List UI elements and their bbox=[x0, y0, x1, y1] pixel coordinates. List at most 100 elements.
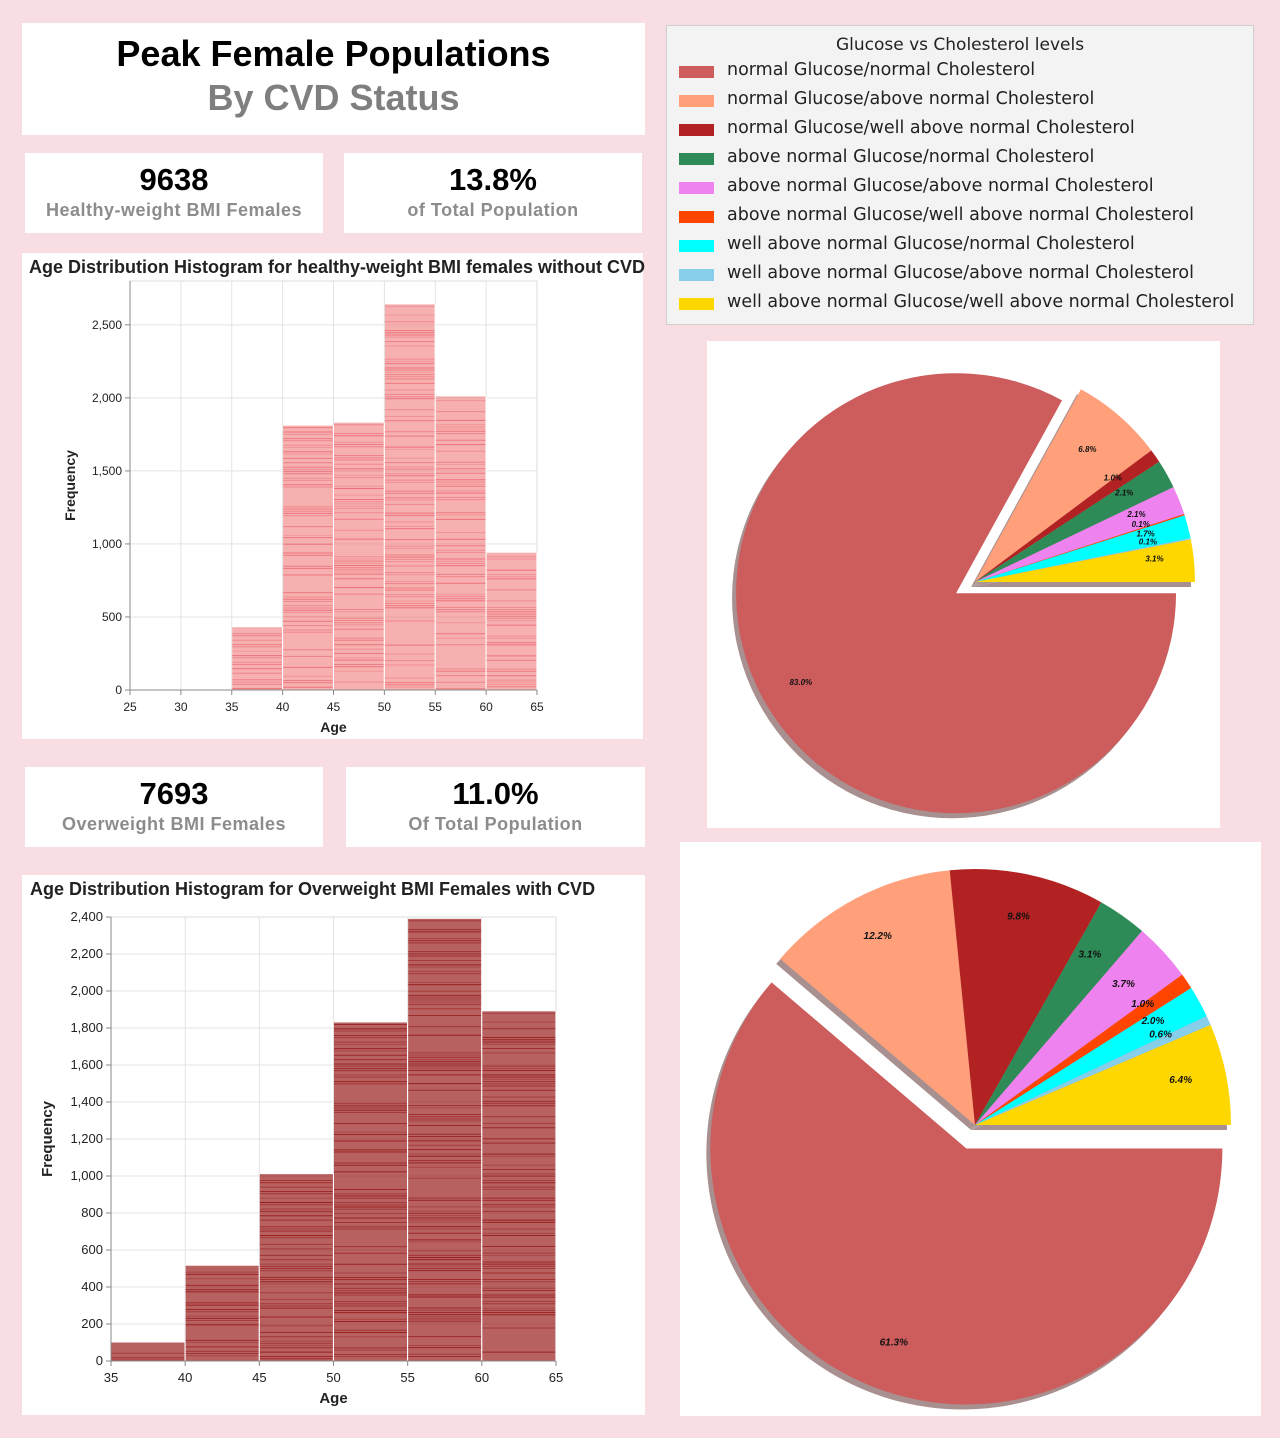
pie-slices bbox=[710, 869, 1231, 1405]
pie-value-label: 83.0% bbox=[789, 678, 812, 687]
legend-swatch bbox=[679, 211, 714, 223]
pie-value-label: 2.1% bbox=[1126, 510, 1145, 519]
x-axis-label: Age bbox=[320, 719, 347, 735]
kpi-label: of Total Population bbox=[407, 200, 579, 220]
histogram-bar bbox=[283, 425, 335, 690]
y-tick-label: 2,000 bbox=[92, 391, 122, 405]
kpi-label: Of Total Population bbox=[408, 814, 583, 834]
y-tick-label: 800 bbox=[81, 1205, 103, 1220]
histogram-healthy-weight: 0 500 1,000 1,500 2,000 2,500 25 30 35 40 45 50 55 60… bbox=[62, 280, 544, 735]
pie-value-label: 1.0% bbox=[1104, 474, 1122, 483]
histogram-bar-fill bbox=[334, 1022, 408, 1361]
pie-slice bbox=[780, 870, 975, 1125]
y-axis-label: Frequency bbox=[62, 450, 78, 521]
histogram-bar bbox=[435, 396, 487, 690]
y-tick-label: 1,500 bbox=[92, 464, 122, 478]
legend-label: well above normal Glucose/normal Cholest… bbox=[727, 234, 1135, 254]
kpi-card-healthy-percent: 13.8% of Total Population bbox=[344, 153, 642, 233]
histogram-bar bbox=[408, 918, 483, 1362]
y-tick-label: 1,600 bbox=[70, 1057, 103, 1072]
x-tick-label: 45 bbox=[327, 700, 341, 714]
y-tick-label: 200 bbox=[81, 1316, 103, 1331]
pie-value-label: 0.6% bbox=[1149, 1029, 1172, 1040]
legend-swatch bbox=[679, 124, 714, 136]
pie-slices bbox=[736, 373, 1195, 814]
histogram-bar-fill bbox=[259, 1174, 333, 1361]
pie-card-healthy: 83.0% 6.8% 1.0% 2.1% 2.1% 0.1% 1.7% 0.1% 3.1% bbox=[707, 341, 1220, 828]
x-tick-label: 55 bbox=[429, 700, 443, 714]
pie-value-label: 0.1% bbox=[1132, 520, 1150, 529]
pie-slice bbox=[975, 974, 1192, 1125]
chart-title: Age Distribution Histogram for healthy-w… bbox=[29, 257, 646, 277]
page-subtitle: By CVD Status bbox=[207, 77, 460, 118]
legend-swatch bbox=[679, 153, 714, 165]
kpi-label: Overweight BMI Females bbox=[61, 814, 287, 834]
pie-slice bbox=[975, 389, 1152, 582]
y-tick-label: 2,000 bbox=[70, 983, 103, 998]
histogram-overweight: 0 200 400 600 800 1,000 1,200 1,400 1,600 1,800 2,… bbox=[39, 909, 563, 1407]
histogram-bar bbox=[232, 627, 284, 690]
y-tick-label: 2,500 bbox=[92, 318, 122, 332]
pie-value-label: 2.0% bbox=[1141, 1016, 1165, 1027]
legend-list: normal Glucose/normal Cholesterol normal … bbox=[667, 59, 1253, 320]
x-tick-label: 65 bbox=[549, 1370, 563, 1385]
pie-slice bbox=[949, 869, 1102, 1125]
pie-slice bbox=[975, 450, 1160, 582]
legend-swatch bbox=[679, 269, 714, 281]
kpi-number: 11.0% bbox=[452, 776, 539, 811]
legend-swatch bbox=[679, 240, 714, 252]
histogram-bar-fill bbox=[232, 627, 283, 690]
histogram-bar bbox=[259, 1174, 335, 1362]
y-axis-label: Frequency bbox=[39, 1100, 56, 1177]
x-axis-label: Age bbox=[319, 1390, 347, 1407]
x-tick-label: 25 bbox=[123, 700, 137, 714]
kpi-card-overweight-count: 7693 Overweight BMI Females bbox=[25, 767, 323, 847]
pie-slice bbox=[975, 931, 1183, 1125]
pie-value-label: 1.7% bbox=[1136, 530, 1154, 539]
pie-slice bbox=[975, 539, 1195, 582]
y-tick-label: 600 bbox=[81, 1242, 103, 1257]
histogram-bar bbox=[185, 1265, 260, 1361]
legend-swatch bbox=[679, 182, 714, 194]
histogram-bar-fill bbox=[486, 552, 537, 690]
histogram-bar bbox=[482, 1011, 557, 1362]
x-tick-label: 35 bbox=[225, 700, 239, 714]
legend-item: well above normal Glucose/well above nor… bbox=[667, 291, 1253, 320]
pie-chart-overweight: 61.3% 12.2% 9.8% 3.1% 3.7% 1.0% 2.0% 0.6% 6.4% bbox=[706, 869, 1231, 1410]
legend-label: above normal Glucose/well above normal C… bbox=[727, 205, 1194, 225]
pie-value-label: 3.1% bbox=[1145, 555, 1163, 564]
histogram-bar bbox=[111, 1342, 186, 1361]
x-tick-label: 60 bbox=[479, 700, 493, 714]
pie-value-label: 0.1% bbox=[1139, 538, 1157, 547]
kpi-number: 13.8% bbox=[449, 162, 537, 197]
y-tick-label: 400 bbox=[81, 1279, 103, 1294]
legend-item: above normal Glucose/normal Cholesterol bbox=[667, 146, 1253, 175]
legend-label: above normal Glucose/above normal Choles… bbox=[727, 176, 1154, 196]
y-tick-label: 0 bbox=[115, 683, 122, 697]
legend-label: well above normal Glucose/above normal C… bbox=[727, 263, 1194, 283]
y-tick-label: 2,200 bbox=[70, 946, 103, 961]
kpi-card-healthy-count: 9638 Healthy-weight BMI Females bbox=[25, 153, 323, 233]
pie-value-label: 9.8% bbox=[1007, 912, 1030, 923]
x-tick-label: 50 bbox=[326, 1370, 340, 1385]
title-card: Peak Female Populations By CVD Status bbox=[22, 23, 645, 135]
legend-item: well above normal Glucose/normal Cholest… bbox=[667, 233, 1253, 262]
histogram-bar-fill bbox=[185, 1265, 259, 1361]
pie-slice bbox=[975, 514, 1185, 582]
pie-slice bbox=[975, 902, 1143, 1125]
histogram-bar bbox=[384, 304, 436, 690]
legend-label: normal Glucose/above normal Cholesterol bbox=[727, 89, 1095, 109]
histogram-card-healthy: Age Distribution Histogram for healthy-w… bbox=[22, 253, 646, 739]
pie-slice bbox=[975, 461, 1174, 582]
x-tick-label: 30 bbox=[174, 700, 188, 714]
legend-swatch bbox=[679, 95, 714, 107]
pie-value-label: 6.8% bbox=[1078, 445, 1096, 454]
pie-slice bbox=[975, 487, 1185, 582]
legend-item: above normal Glucose/above normal Choles… bbox=[667, 175, 1253, 204]
kpi-number: 7693 bbox=[139, 776, 209, 811]
legend-swatch bbox=[679, 298, 714, 310]
histogram-bar-fill bbox=[408, 918, 482, 1361]
y-tick-label: 500 bbox=[102, 610, 122, 624]
legend-title: Glucose vs Cholesterol levels bbox=[835, 35, 1085, 55]
pie-slice bbox=[975, 1024, 1231, 1125]
